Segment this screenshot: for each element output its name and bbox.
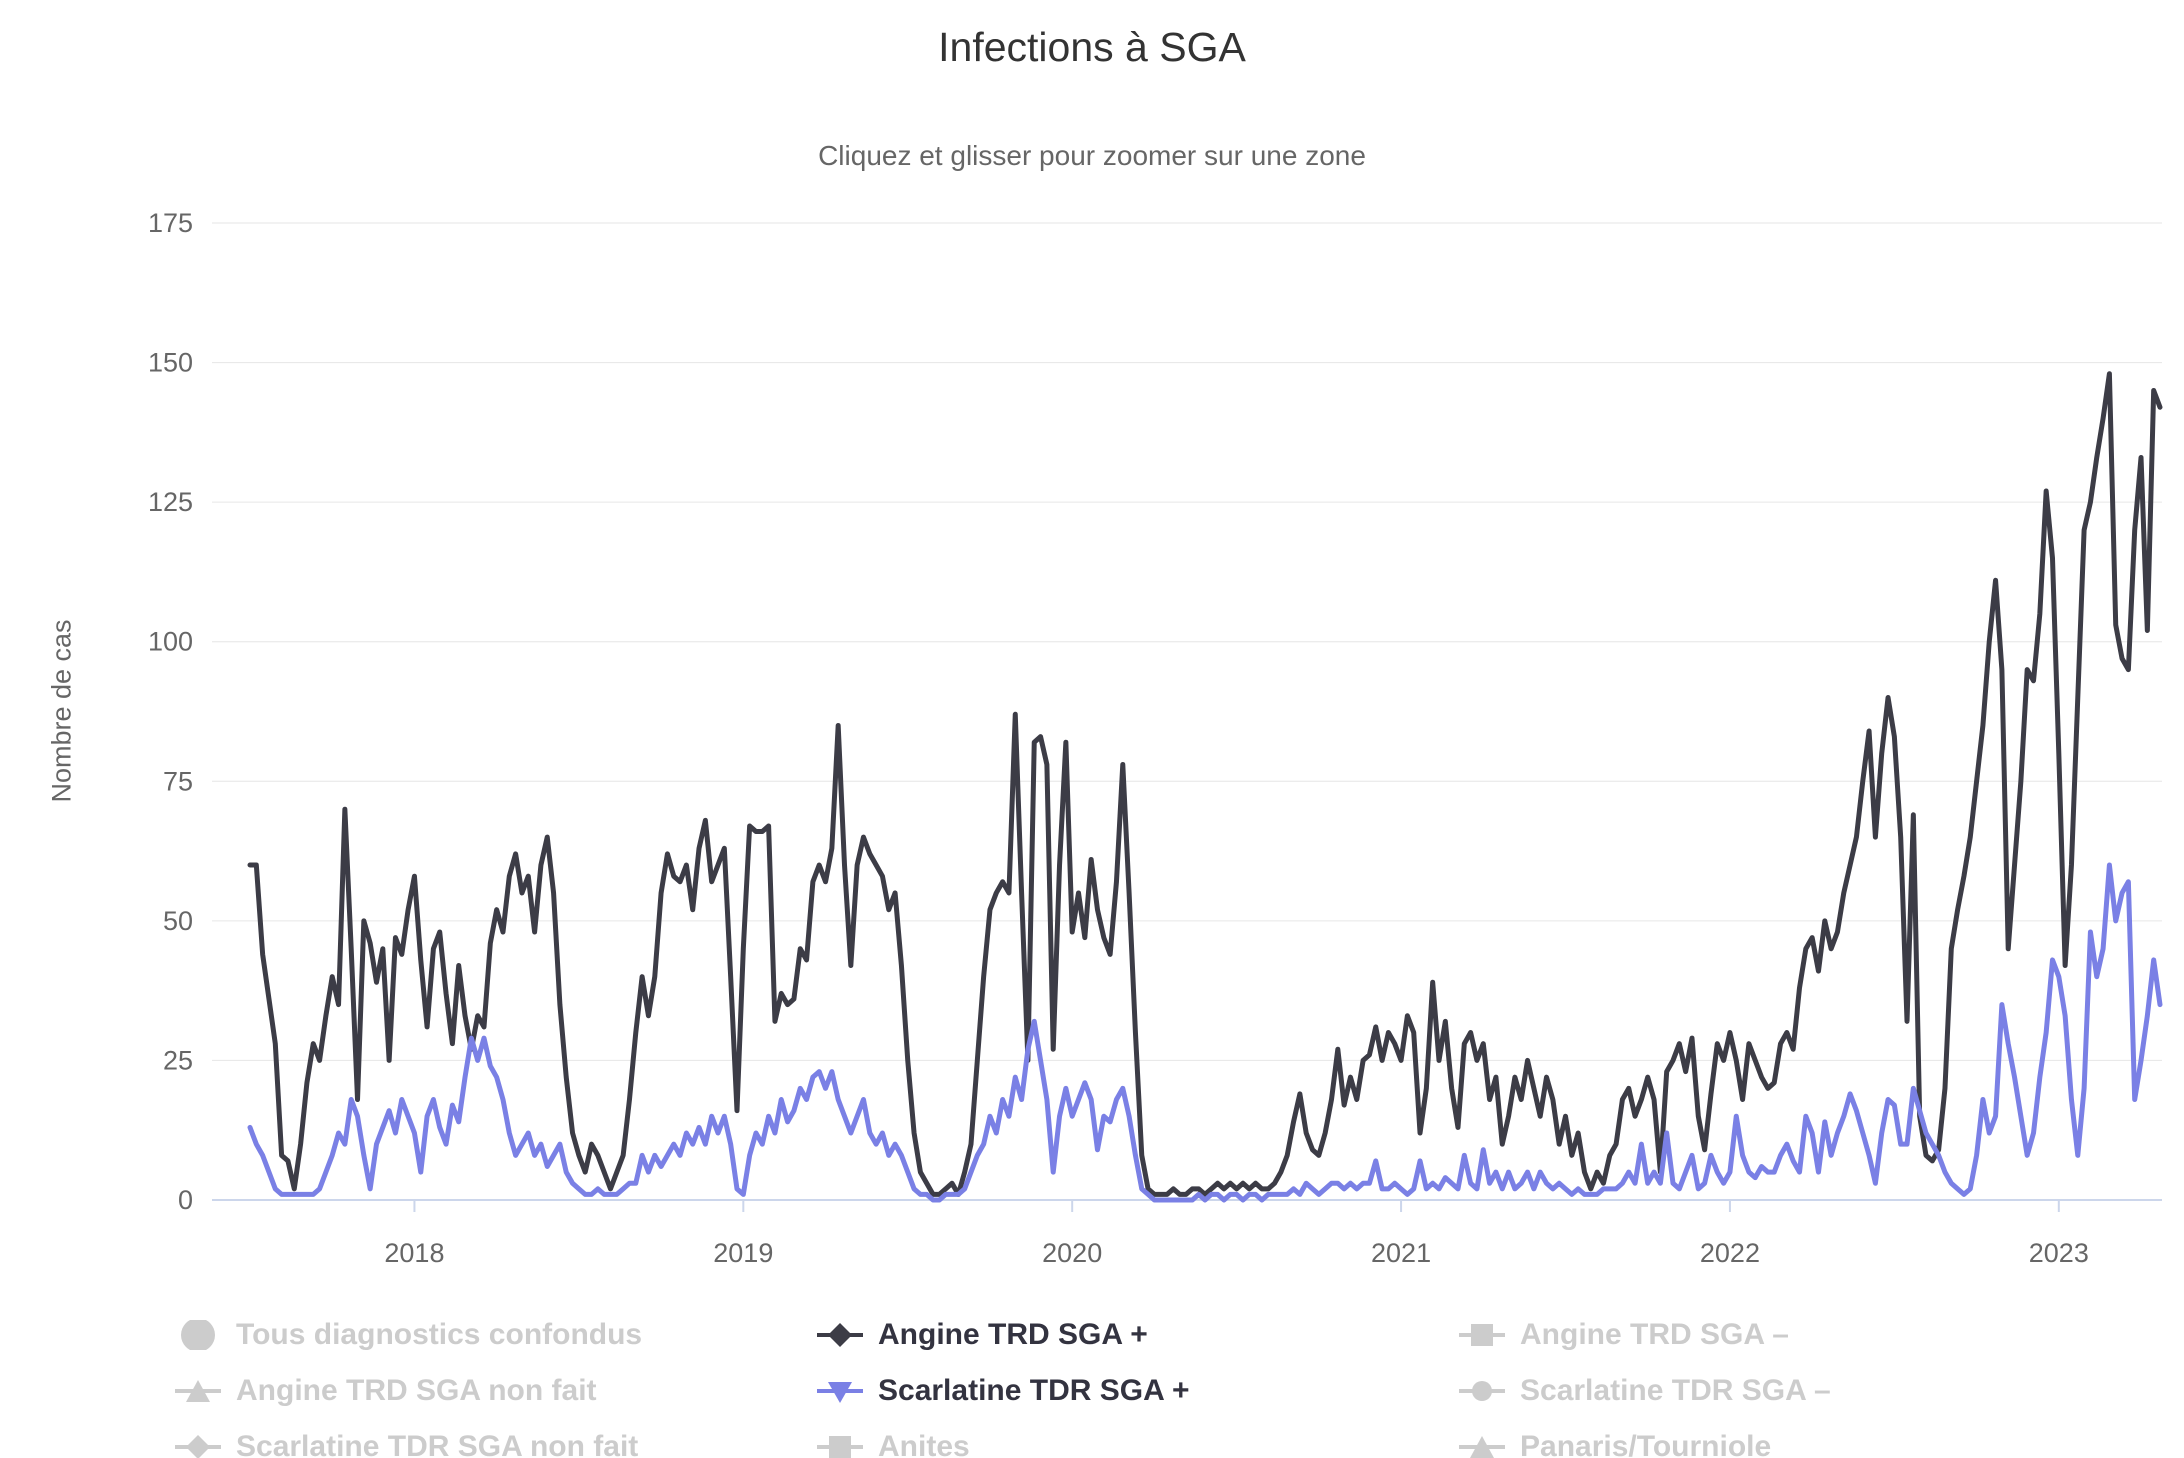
- legend-item-scarlatine-tdr-sga-non-fait[interactable]: Scarlatine TDR SGA non fait: [175, 1424, 817, 1458]
- legend: Tous diagnostics confondus Angine TRD SG…: [175, 1312, 2101, 1458]
- svg-text:0: 0: [178, 1185, 193, 1215]
- diamond-marker-icon: [175, 1432, 221, 1458]
- legend-item-scarlatine-tdr-sga-plus[interactable]: Scarlatine TDR SGA +: [817, 1368, 1459, 1413]
- svg-text:150: 150: [148, 348, 193, 378]
- circle-marker-icon: [175, 1317, 221, 1352]
- angine-series-line: [247, 371, 2163, 1197]
- triangle-down-marker-icon: [817, 1376, 863, 1406]
- svg-text:2019: 2019: [713, 1238, 773, 1268]
- svg-text:50: 50: [163, 906, 193, 936]
- legend-item-panaris-tourniole[interactable]: Panaris/Tourniole: [1459, 1424, 2101, 1458]
- svg-text:2020: 2020: [1042, 1238, 1102, 1268]
- circle-marker-icon: [1459, 1376, 1505, 1406]
- svg-text:2023: 2023: [2029, 1238, 2089, 1268]
- square-marker-icon: [817, 1432, 863, 1458]
- svg-text:2018: 2018: [384, 1238, 444, 1268]
- svg-text:175: 175: [148, 208, 193, 238]
- y-gridlines: [212, 222, 2162, 1201]
- legend-item-angine-trd-sga-non-fait[interactable]: Angine TRD SGA non fait: [175, 1368, 817, 1413]
- svg-text:2021: 2021: [1371, 1238, 1431, 1268]
- triangle-marker-icon: [1459, 1432, 1505, 1458]
- scarlatine-series-line: [247, 862, 2163, 1203]
- svg-text:125: 125: [148, 487, 193, 517]
- legend-item-angine-trd-sga-minus[interactable]: Angine TRD SGA –: [1459, 1312, 2101, 1357]
- chart-subtitle: Cliquez et glisser pour zoomer sur une z…: [818, 140, 1366, 171]
- legend-item-angine-trd-sga-plus[interactable]: Angine TRD SGA +: [817, 1312, 1459, 1357]
- legend-item-tous-diagnostics[interactable]: Tous diagnostics confondus: [175, 1312, 817, 1357]
- svg-text:25: 25: [163, 1045, 193, 1075]
- svg-text:100: 100: [148, 627, 193, 657]
- svg-text:2022: 2022: [1700, 1238, 1760, 1268]
- square-marker-icon: [1459, 1320, 1505, 1350]
- svg-text:75: 75: [163, 766, 193, 796]
- x-axis-ticks: [413, 1200, 2060, 1212]
- legend-item-scarlatine-tdr-sga-minus[interactable]: Scarlatine TDR SGA –: [1459, 1368, 2101, 1413]
- diamond-marker-icon: [817, 1320, 863, 1350]
- x-axis-labels: 2018 2019 2020 2021 2022 2023: [384, 1238, 2088, 1268]
- y-axis-labels: 0 25 50 75 100 125 150 175: [148, 208, 193, 1215]
- chart-title: Infections à SGA: [938, 24, 1246, 70]
- legend-item-anites[interactable]: Anites: [817, 1424, 1459, 1458]
- triangle-marker-icon: [175, 1376, 221, 1406]
